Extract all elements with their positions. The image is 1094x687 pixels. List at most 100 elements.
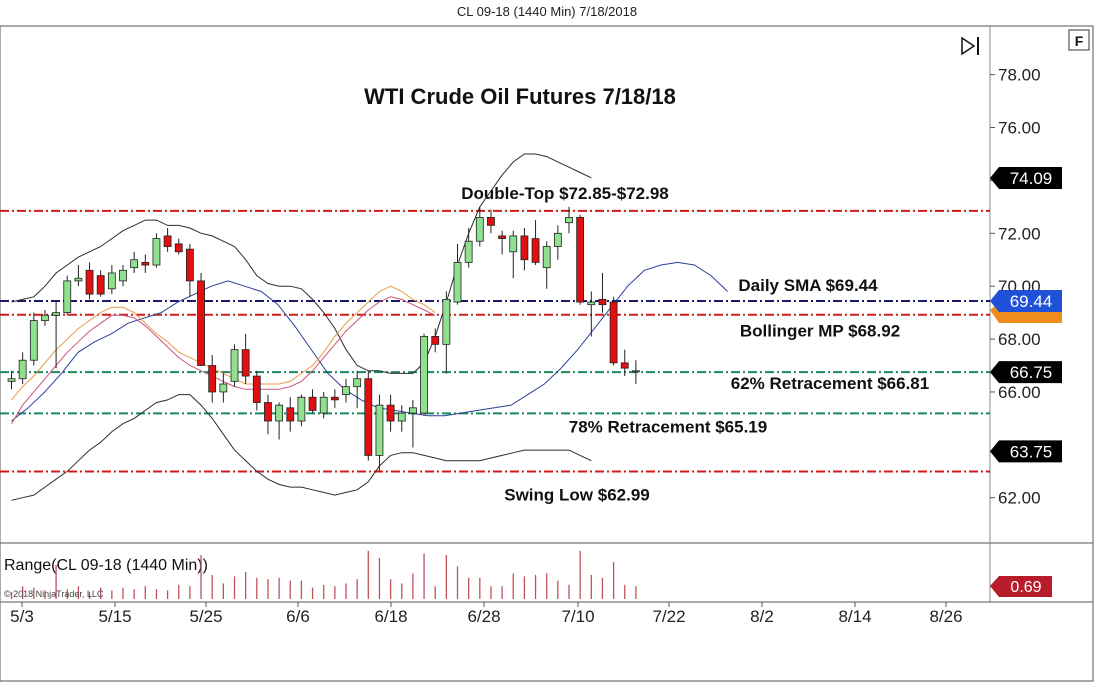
candle-53 [598, 272, 607, 313]
candle-18 [208, 354, 217, 403]
candle-body [63, 280, 72, 314]
x-tick-label-3: 6/6 [286, 607, 310, 626]
candle-41 [464, 228, 473, 268]
candle-body [85, 269, 94, 295]
candle-body [185, 248, 194, 282]
candle-14 [163, 228, 172, 252]
candle-body [52, 312, 60, 316]
candle-body [264, 402, 272, 422]
candle-24 [275, 402, 284, 440]
candle-28 [319, 391, 328, 419]
candle-body [208, 365, 217, 393]
candle-7 [85, 262, 94, 300]
candle-23 [264, 394, 272, 435]
level-label-0: Double-Top $72.85-$72.98 [461, 184, 669, 203]
level-label-4: 78% Retracement $65.19 [569, 417, 767, 436]
f-button-label: F [1075, 33, 1084, 49]
x-tick-label-7: 7/22 [652, 607, 685, 626]
candle-body [431, 336, 440, 345]
candle-16 [185, 243, 194, 297]
candle-56 [632, 360, 640, 385]
skip-to-end-icon[interactable] [961, 36, 979, 56]
candle-51 [576, 214, 585, 305]
candle-body [353, 378, 362, 388]
range-current-tag: 0.69 [990, 576, 1052, 597]
candle-body [7, 378, 16, 382]
candle-30 [342, 378, 350, 403]
price-tag-label: 63.75 [1010, 442, 1053, 461]
price-tag-3: 63.75 [990, 440, 1062, 463]
price-tag-shape [990, 440, 1062, 463]
candle-6 [74, 265, 83, 287]
level-labels: Double-Top $72.85-$72.98 Daily SMA $69.44… [461, 184, 929, 505]
bollinger-upper-line [11, 153, 592, 374]
candle-body [252, 375, 261, 403]
y-tick-label-3: 72.00 [998, 224, 1041, 243]
candle-9 [107, 265, 116, 295]
candle-body [219, 383, 228, 393]
copyright: © 2018 NinjaTrader, LLC [4, 589, 104, 599]
candle-body [420, 336, 428, 414]
candle-44 [498, 230, 507, 255]
range-current-value: 0.69 [1010, 579, 1041, 596]
y-tick-label-0: 78.00 [998, 66, 1041, 85]
candle-body [74, 277, 83, 282]
candle-25 [286, 397, 295, 432]
candle-body [197, 280, 205, 366]
candle-20 [230, 344, 239, 387]
candle-body [297, 396, 306, 422]
f-button[interactable] [1068, 29, 1090, 51]
candle-17 [197, 272, 205, 366]
candle-48 [542, 241, 551, 289]
candle-5 [63, 275, 72, 316]
candle-body [286, 407, 295, 422]
candle-3 [41, 309, 49, 326]
x-tick-label-5: 6/28 [467, 607, 500, 626]
range-bars [10, 550, 637, 599]
candle-body [453, 261, 462, 303]
candle-body [152, 238, 161, 266]
candle-body [620, 362, 629, 369]
candle-47 [531, 220, 540, 266]
candle-33 [375, 394, 384, 472]
candle-42 [475, 206, 484, 247]
candle-43 [487, 209, 495, 234]
price-tag-1: 69.44 [990, 289, 1062, 323]
candle-4 [52, 302, 60, 369]
candle-body [542, 246, 551, 269]
y-tick-label-6: 66.00 [998, 383, 1041, 402]
candle-body [163, 235, 172, 247]
candle-body [397, 412, 406, 422]
candle-35 [397, 405, 406, 432]
candle-body [531, 238, 540, 263]
candle-body [107, 272, 116, 290]
price-tag-label: 66.75 [1010, 363, 1053, 382]
fast-ma-line [11, 285, 436, 401]
candle-body [553, 232, 562, 247]
time-axis: 5/3 5/15 5/25 6/6 6/18 6/28 7/10 7/22 8/2 8/14 8/2… [10, 602, 963, 626]
x-tick-label-4: 6/18 [374, 607, 407, 626]
candle-45 [509, 230, 518, 279]
chart-border [0, 25, 1094, 682]
price-tag-label: 74.09 [1010, 169, 1053, 188]
candle-body [464, 240, 473, 263]
candle-body [241, 349, 250, 377]
level-label-2: Bollinger MP $68.92 [740, 322, 900, 341]
x-tick-label-8: 8/2 [750, 607, 774, 626]
candle-55 [620, 349, 629, 377]
candle-body [230, 349, 239, 382]
price-tag-shape [990, 361, 1062, 384]
candle-11 [130, 251, 139, 273]
price-tag-shape [990, 167, 1062, 190]
candle-13 [152, 233, 161, 268]
candle-body [475, 217, 484, 242]
price-tag-label: 69.44 [1010, 292, 1053, 311]
price-tags: 74.09 69.44 66.75 63.75 [990, 167, 1062, 463]
price-tag-2: 66.75 [990, 361, 1062, 384]
candle-body [330, 396, 339, 401]
candle-body [509, 235, 518, 253]
candle-body [18, 359, 27, 380]
candle-38 [431, 328, 440, 353]
